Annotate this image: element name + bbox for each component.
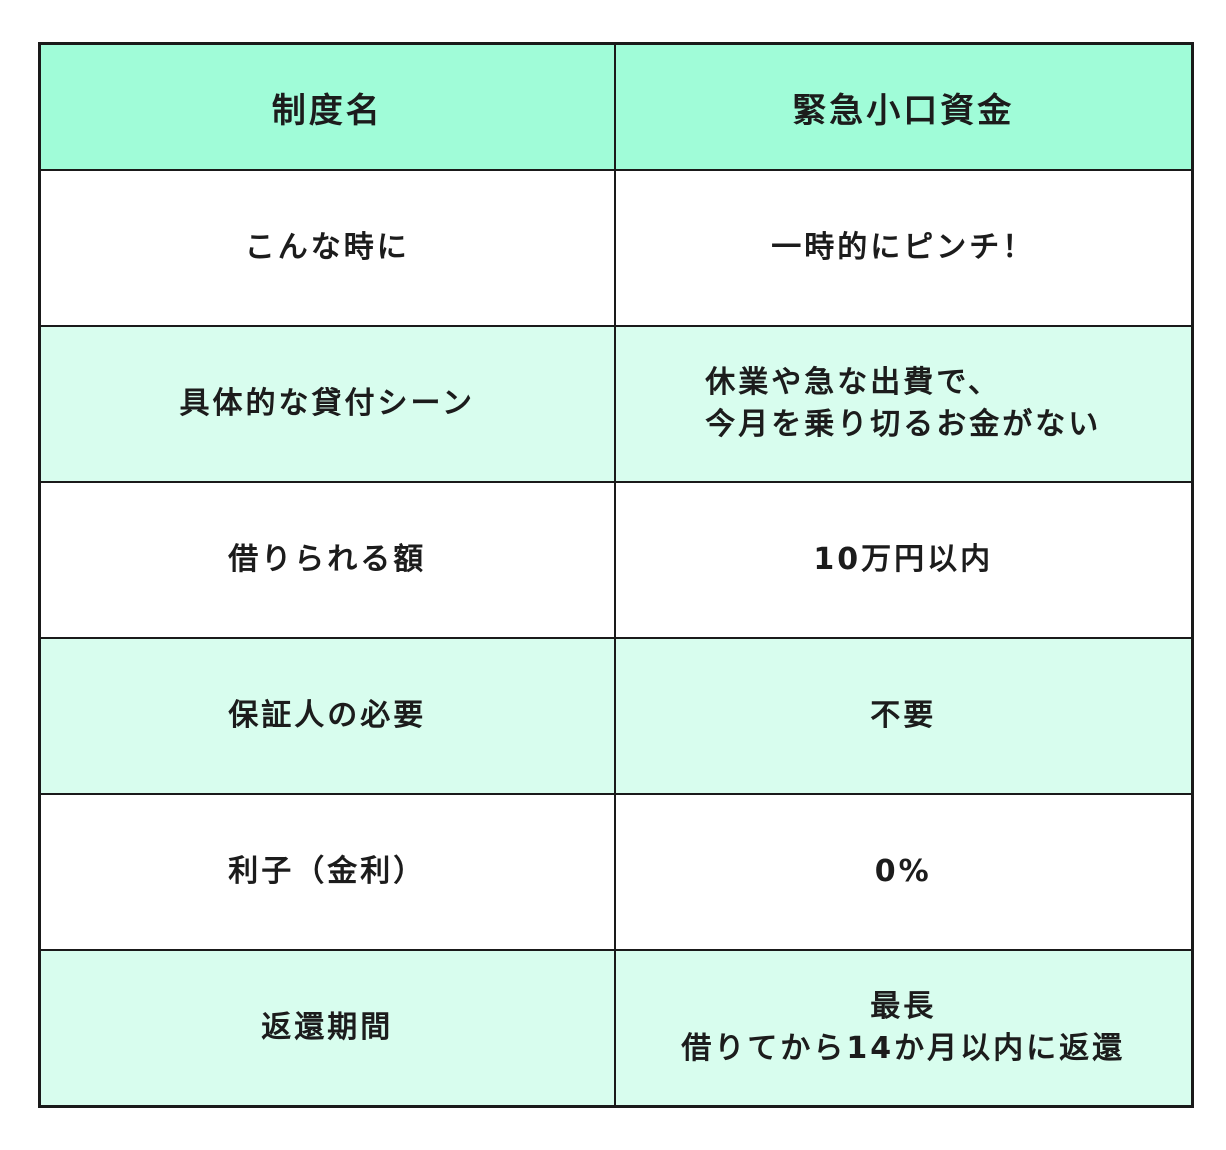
header-row: 制度名 緊急小口資金 bbox=[38, 42, 1194, 171]
header-emergency-fund: 緊急小口資金 bbox=[613, 42, 1194, 171]
table-row: こんな時に 一時的にピンチ！ bbox=[38, 169, 1194, 327]
row-label: 保証人の必要 bbox=[38, 637, 616, 795]
row-value: 不要 bbox=[613, 637, 1194, 795]
value-line: 休業や急な出費で、 bbox=[705, 365, 1002, 400]
value-line: 一時的にピンチ！ bbox=[771, 230, 1036, 265]
value-line: 10万円以内 bbox=[813, 542, 994, 577]
row-value: 最長借りてから14か月以内に返還 bbox=[613, 949, 1194, 1108]
table-row: 具体的な貸付シーン 休業や急な出費で、今月を乗り切るお金がない bbox=[38, 325, 1194, 483]
table-row: 利子（金利） 0% bbox=[38, 793, 1194, 951]
comparison-table: 制度名 緊急小口資金 こんな時に 一時的にピンチ！ 具体的な貸付シーン 休業や急… bbox=[38, 42, 1194, 1108]
table-row: 返還期間 最長借りてから14か月以内に返還 bbox=[38, 949, 1194, 1108]
row-value: 一時的にピンチ！ bbox=[613, 169, 1194, 327]
value-line: 不要 bbox=[870, 698, 937, 733]
value-line: 今月を乗り切るお金がない bbox=[705, 407, 1102, 442]
row-value: 0% bbox=[613, 793, 1194, 951]
value-line: 0% bbox=[874, 854, 932, 889]
value-line: 借りてから14か月以内に返還 bbox=[681, 1031, 1126, 1066]
row-value: 10万円以内 bbox=[613, 481, 1194, 639]
row-label: 借りられる額 bbox=[38, 481, 616, 639]
row-label: 利子（金利） bbox=[38, 793, 616, 951]
row-value: 休業や急な出費で、今月を乗り切るお金がない bbox=[613, 325, 1194, 483]
row-label: 具体的な貸付シーン bbox=[38, 325, 616, 483]
header-system-name: 制度名 bbox=[38, 42, 616, 171]
table-row: 保証人の必要 不要 bbox=[38, 637, 1194, 795]
table-row: 借りられる額 10万円以内 bbox=[38, 481, 1194, 639]
value-line: 最長 bbox=[870, 989, 937, 1024]
row-label: 返還期間 bbox=[38, 949, 616, 1108]
row-label: こんな時に bbox=[38, 169, 616, 327]
